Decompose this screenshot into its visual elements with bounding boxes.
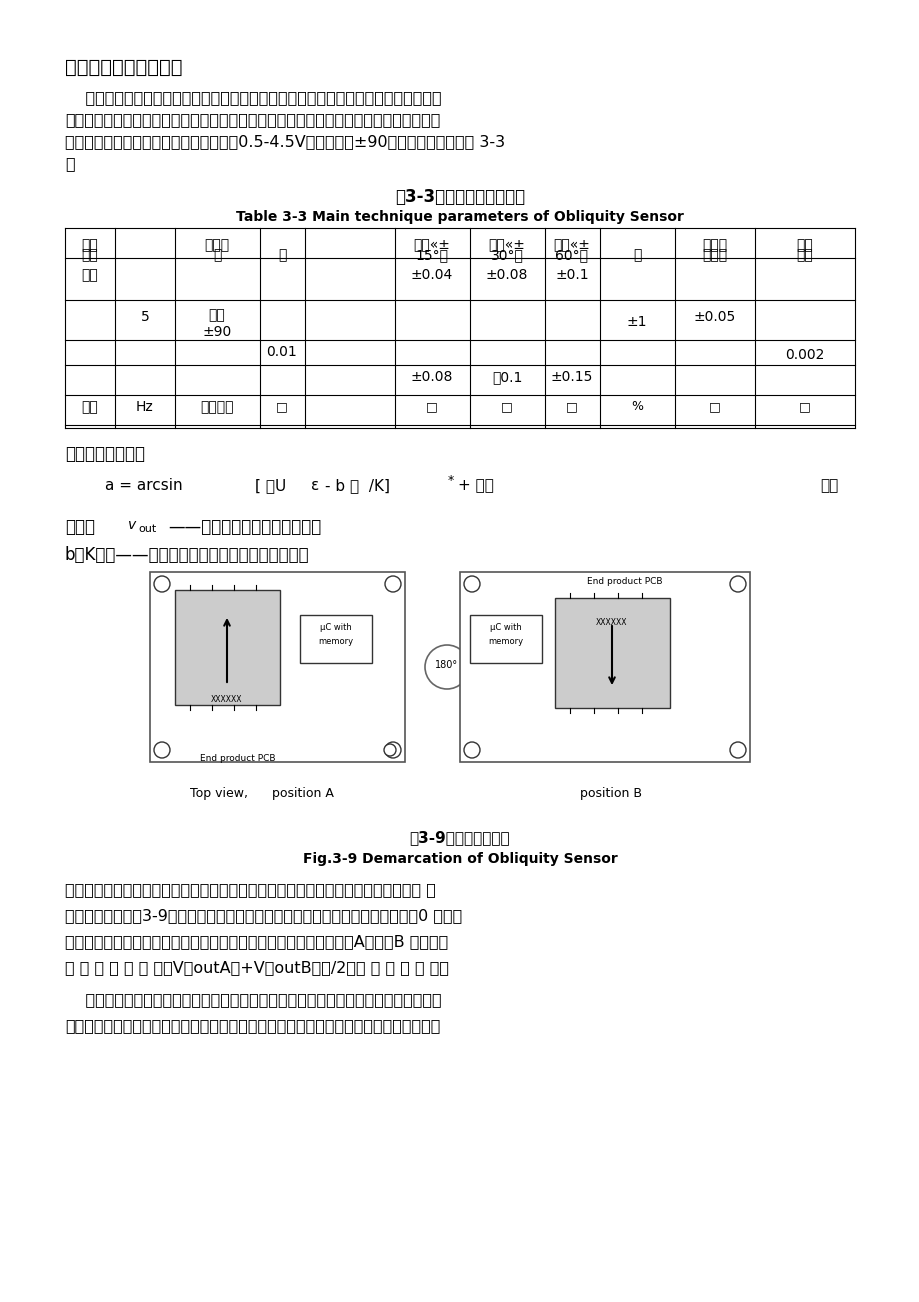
Text: 双轴: 双轴 [209,309,225,322]
Text: XXXXXX: XXXXXX [211,695,243,704]
Text: + 一中: + 一中 [458,478,494,493]
Text: memory: memory [318,637,353,646]
Text: 量以水平面为参考面的双轴倾角变化。输出角度以测量基准面为参考，测量基准面出厂时: 量以水平面为参考面的双轴倾角变化。输出角度以测量基准面为参考，测量基准面出厂时 [65,112,440,128]
Text: 京）: 京） [819,478,837,493]
Bar [460,572,749,762]
Text: 5: 5 [141,310,149,324]
Bar [300,615,371,663]
Text: 表3-3倾角传感器部分参数: 表3-3倾角传感器部分参数 [394,187,525,206]
Text: 响应: 响应 [82,238,98,253]
Text: □: □ [276,400,288,413]
Text: 漂移: 漂移 [796,247,812,262]
Text: 倾角传感器选用抗外界电磁干扰能力以及承受冲击震动能力强的硅微机械传感器，测: 倾角传感器选用抗外界电磁干扰能力以及承受冲击震动能力强的硅微机械传感器，测 [65,90,441,105]
Text: ±0.08: ±0.08 [485,268,528,283]
Text: a = arcsin: a = arcsin [105,478,183,493]
Text: - b ）  /K]: - b ） /K] [324,478,390,493]
Text: －（度）: －（度） [200,400,233,414]
Text: 最小: 最小 [82,268,98,283]
Text: 被校准。倾角变化以模拟电压方式输出，0.5-4.5V对应满量程±90。。其部分参数如表 3-3: 被校准。倾角变化以模拟电压方式输出，0.5-4.5V对应满量程±90。。其部分参… [65,134,505,148]
Circle shape [463,575,480,592]
Circle shape [383,743,395,756]
Text: 测量范: 测量范 [204,238,230,253]
Text: μC with: μC with [490,622,521,631]
Bar [175,590,279,704]
Text: ±90: ±90 [202,326,232,339]
Circle shape [463,742,480,758]
Circle shape [425,644,469,689]
Text: ±0.04: ±0.04 [411,268,453,283]
Text: 0.01: 0.01 [267,345,297,359]
Text: 单位: 单位 [82,400,98,414]
Text: Table 3-3 Main technique parameters of Obliquity Sensor: Table 3-3 Main technique parameters of O… [236,210,683,224]
Circle shape [729,575,745,592]
Text: 计 算 出 平 均 值 （｛V（outA）+V（outB）｝/2）并 记 做 零 度 值。: 计 算 出 平 均 值 （｛V（outA）+V（outB）｝/2）并 记 做 零… [65,960,448,975]
Text: v: v [128,518,136,533]
Text: 准。标定方法如图3-9所示。将产品放在校准后的水平位置，将此时的输出值记做0 度值。: 准。标定方法如图3-9所示。将产品放在校准后的水平位置，将此时的输出值记做0 度… [65,907,461,923]
Text: Hz: Hz [136,400,153,414]
Text: %: % [630,400,642,413]
Text: out: out [138,523,156,534]
Text: ——倾角传感器测量输出电压，: ——倾角传感器测量输出电压， [168,518,321,536]
Text: 性: 性 [632,247,641,262]
Text: 如果没有精确的水平面，可用任何稳定的平面代替。测出下图中位置A与位置B 的输出，: 如果没有精确的水平面，可用任何稳定的平面代替。测出下图中位置A与位置B 的输出， [65,934,448,949]
Circle shape [153,742,170,758]
Text: 精度«±: 精度«± [488,238,525,253]
Text: 倾角传感器配置与标定: 倾角传感器配置与标定 [65,59,182,77]
Text: 重复性: 重复性 [702,247,727,262]
Text: 速度: 速度 [82,247,98,262]
Text: 角度计算公式为：: 角度计算公式为： [65,445,145,464]
Text: 零度点: 零度点 [702,238,727,253]
Text: 围: 围 [212,247,221,262]
Text: 利用标准角度仪器对角度传感器进行准确度验证。验证时注意角度的精确性，以保证: 利用标准角度仪器对角度传感器进行准确度验证。验证时注意角度的精确性，以保证 [65,992,441,1006]
Circle shape [153,575,170,592]
Text: End product PCB: End product PCB [199,754,275,763]
Text: □: □ [501,400,512,413]
Bar [470,615,541,663]
Text: *: * [448,474,454,487]
Text: 测量准确性。其原理是利用制造参数及相应公式，根据输入电压、标准标定角度、输出电: 测量准确性。其原理是利用制造参数及相应公式，根据输入电压、标准标定角度、输出电 [65,1018,440,1032]
Text: position B: position B [579,786,641,799]
Text: □: □ [799,400,810,413]
Text: 为了提高倾角传感器的补偿准确性，在测试开始前对倾角传感器进行标定，又称偏移 校: 为了提高倾角传感器的补偿准确性，在测试开始前对倾角传感器进行标定，又称偏移 校 [65,881,436,897]
Text: 图3-9倾角传感器标定: 图3-9倾角传感器标定 [409,829,510,845]
Circle shape [729,742,745,758]
Text: 。: 。 [65,156,74,171]
Text: [ （U: [ （U [255,478,286,493]
Bar [150,572,404,762]
Text: End product PCB: End product PCB [586,577,662,586]
Text: Fig.3-9 Demarcation of Obliquity Sensor: Fig.3-9 Demarcation of Obliquity Sensor [302,852,617,866]
Text: ＋0.1: ＋0.1 [492,370,522,384]
Text: 率: 率 [278,247,286,262]
Text: 其中：: 其中： [65,518,95,536]
Text: 60°）: 60°） [555,247,588,262]
Bar [554,598,669,708]
Text: 15°）: 15°） [415,247,448,262]
Text: 精度«±: 精度«± [553,238,590,253]
Text: XXXXXX: XXXXXX [596,618,627,628]
Text: □: □ [425,400,437,413]
Text: Top view,      position A: Top view, position A [190,786,334,799]
Circle shape [384,575,401,592]
Text: b、K、中——传感器制造参数（由制造商提供）。: b、K、中——传感器制造参数（由制造商提供）。 [65,546,310,564]
Text: 0.002: 0.002 [785,348,823,362]
Text: ±0.1: ±0.1 [554,268,588,283]
Text: ±0.05: ±0.05 [693,310,735,324]
Text: ±1: ±1 [626,315,647,329]
Text: ±0.08: ±0.08 [411,370,453,384]
Text: □: □ [709,400,720,413]
Text: ±0.15: ±0.15 [550,370,593,384]
Text: □: □ [565,400,577,413]
Text: 30°）: 30°） [490,247,523,262]
Circle shape [384,742,401,758]
Text: 180°: 180° [435,660,458,671]
Text: 精度«±: 精度«± [414,238,450,253]
Text: 温度: 温度 [796,238,812,253]
Text: μC with: μC with [320,622,351,631]
Text: memory: memory [488,637,523,646]
Text: ε: ε [311,478,319,493]
